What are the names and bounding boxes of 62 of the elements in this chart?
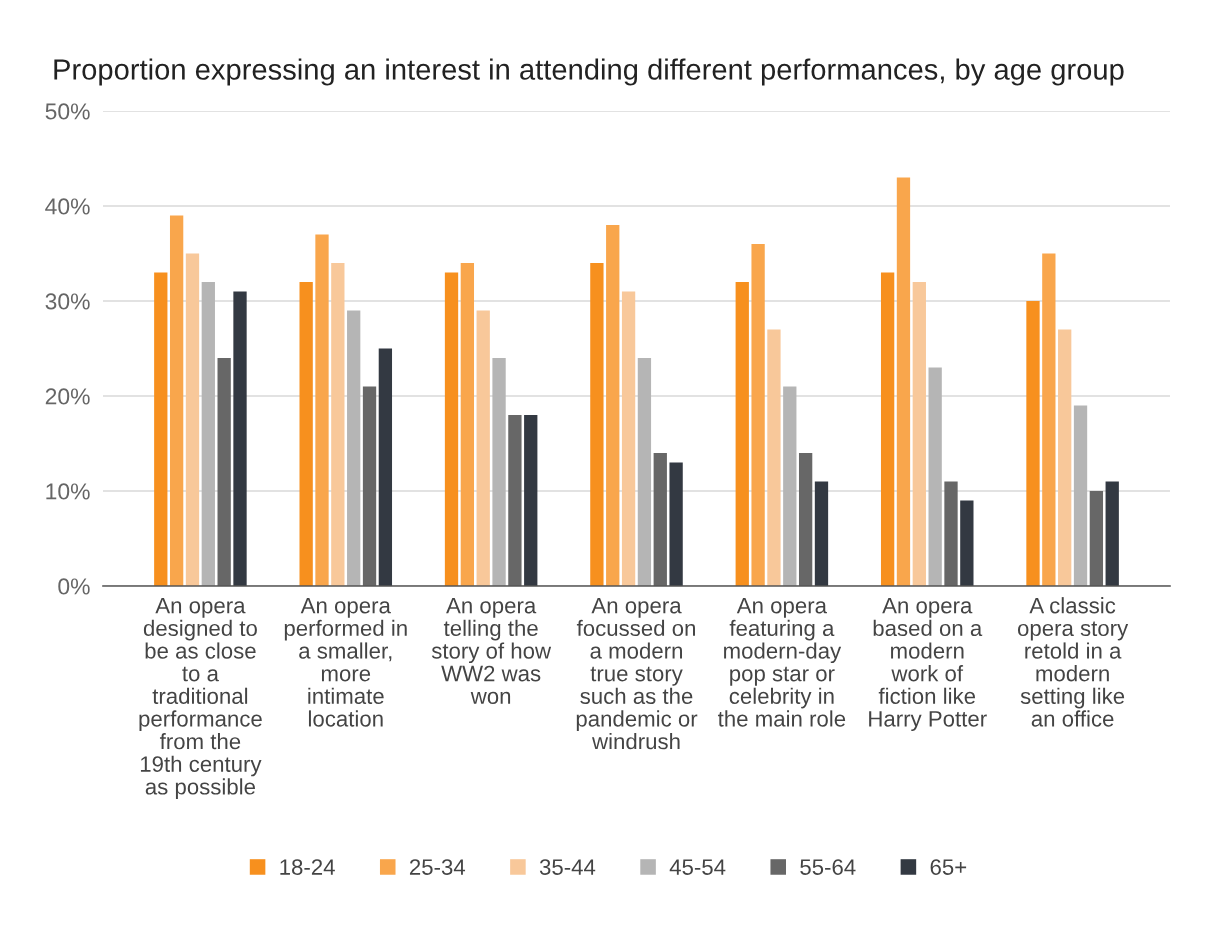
bar (1089, 491, 1104, 586)
y-tick-label: 30% (45, 293, 90, 310)
bar (928, 367, 942, 586)
bar (169, 215, 184, 586)
y-tick-label: 20% (45, 388, 90, 405)
bar (1042, 253, 1056, 586)
bar (444, 272, 459, 586)
bar (315, 234, 329, 586)
bar (524, 415, 538, 586)
bar (1058, 329, 1072, 586)
legend-label: 45-54 (669, 859, 726, 875)
bar (154, 272, 168, 586)
x-tick-label: An opera focussed on a modern true story such as the pandemic or windrush (576, 597, 698, 750)
x-tick-label: An opera featuring a modern-day pop star or celebrity in the main role (717, 597, 846, 727)
bar (751, 244, 765, 586)
legend-label: 25-34 (409, 859, 466, 875)
bar (735, 282, 749, 586)
y-tick-label: 0% (58, 578, 90, 595)
bar (669, 462, 683, 586)
bar (362, 386, 377, 586)
category-label: An opera designed to be as close to a traditional performance from the 19th century as possible (139, 597, 262, 800)
x-tick-label: An opera telling the story of how WW2 was won (431, 597, 552, 705)
bar (653, 453, 667, 586)
bar (896, 177, 911, 586)
bar (492, 358, 506, 586)
bar (460, 263, 475, 586)
legend-label: 35-44 (539, 859, 596, 875)
legend-label: 65+ (930, 859, 967, 875)
y-tick-label: 10% (46, 483, 90, 500)
bar (217, 358, 231, 586)
y-tick-label: 40% (45, 198, 90, 215)
bar (1026, 301, 1040, 586)
bar (783, 386, 797, 586)
bar (590, 263, 604, 586)
bar (944, 481, 958, 586)
bar (798, 453, 813, 586)
bar (912, 282, 926, 586)
bar (1105, 481, 1119, 586)
legend-label: 55-64 (800, 859, 856, 875)
bar (331, 263, 345, 586)
legend-label: 18-24 (280, 859, 335, 875)
bar (378, 348, 393, 586)
bar (299, 282, 313, 586)
bar (606, 225, 620, 586)
x-tick-label: An opera performed in a smaller, more intimate location (284, 597, 407, 727)
bar (880, 272, 895, 586)
x-tick-label: A classic opera story retold in a modern setting like an office (1017, 597, 1129, 727)
bar (476, 310, 490, 586)
x-tick-label: An opera based on a modern work of fiction like Harry Potter (869, 597, 987, 732)
bar (347, 310, 361, 586)
bar (201, 282, 215, 586)
bar (814, 481, 829, 586)
bar (960, 500, 974, 586)
bar (185, 253, 200, 586)
bar (233, 291, 247, 586)
chart-title: Proportion expressing an interest in attending different performances, by age group (54, 58, 1124, 86)
bar (767, 329, 781, 586)
bar (637, 358, 652, 586)
bar (1073, 405, 1088, 586)
bar (508, 415, 522, 586)
y-tick-label: 50% (45, 103, 90, 120)
bar (621, 291, 636, 586)
